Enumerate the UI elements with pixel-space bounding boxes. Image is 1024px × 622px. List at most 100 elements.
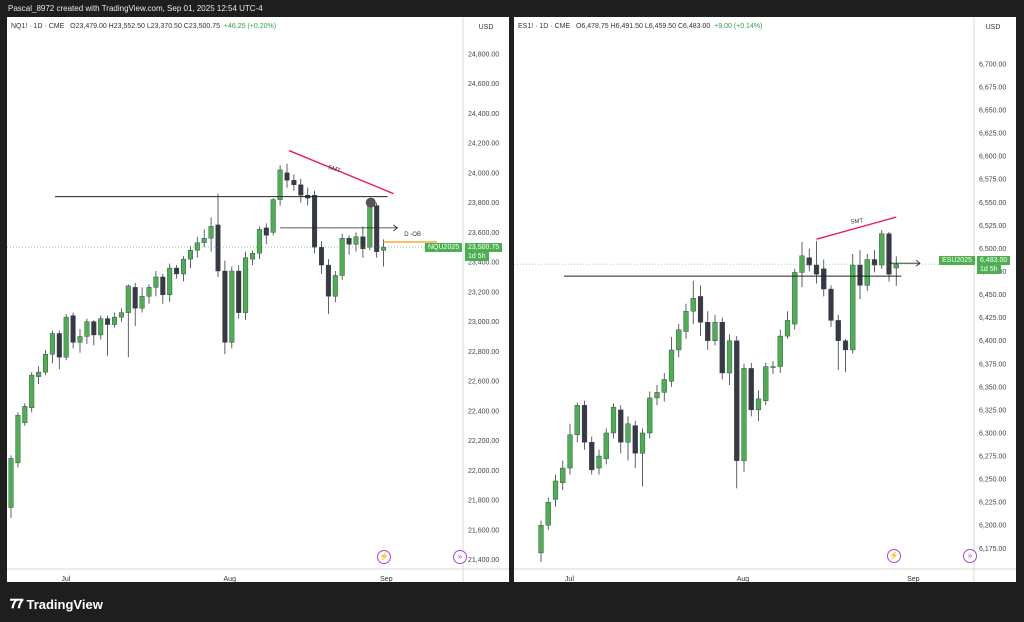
y-tick-label: 24,600.00 <box>468 81 499 88</box>
tradingview-logo-icon: 𝟕𝟕 <box>10 596 24 611</box>
y-tick-label: 23,600.00 <box>468 230 499 237</box>
candle-body <box>581 405 588 443</box>
es-candlestick-chart[interactable]: 6,700.00 6,675.00 6,650.00 6,625.00 6,600.00… <box>514 17 1016 582</box>
nq-chart-panel[interactable]: 24,800.00 24,600.00 24,400.00 24,200.00 24,0… <box>7 17 509 582</box>
candle-body <box>236 270 242 313</box>
candle-body <box>111 316 117 325</box>
x-tick-label: Sep <box>907 576 920 582</box>
y-tick-label: 22,800.00 <box>468 349 499 356</box>
candle-body <box>70 315 76 343</box>
candle-body <box>625 423 631 443</box>
y-tick-label: 21,800.00 <box>468 498 499 505</box>
candle-body <box>828 288 834 321</box>
candle-body <box>654 392 660 399</box>
y-tick-label: 6,300.00 <box>979 430 1006 437</box>
smt-line <box>816 216 897 240</box>
tradingview-footer[interactable]: 𝟕𝟕 TradingView <box>10 596 103 612</box>
candle-body <box>603 432 609 460</box>
candle-body <box>160 276 166 296</box>
nq-change: +46.25 (+0.20%) <box>223 23 277 30</box>
candle-body <box>574 405 580 436</box>
y-tick-label: 6,350.00 <box>979 384 1006 391</box>
y-tick-label: 6,650.00 <box>979 108 1006 115</box>
candle-body <box>661 379 667 393</box>
es-countdown-tag: 1d 5h <box>977 265 1001 274</box>
y-tick-label: 6,400.00 <box>979 338 1006 345</box>
y-tick-label: 6,675.00 <box>979 84 1006 91</box>
y-tick-label: 6,175.00 <box>979 546 1006 553</box>
candle-body <box>118 312 124 318</box>
candle-body <box>777 335 783 367</box>
candle-body <box>683 310 689 332</box>
candle-body <box>668 349 675 382</box>
candle-body <box>618 409 624 443</box>
y-tick-label: 6,225.00 <box>979 500 1006 507</box>
es-price-tag: 6,483.00 <box>977 256 1011 265</box>
candle-body <box>249 252 255 260</box>
es-currency[interactable]: USD <box>985 24 1001 31</box>
es-symbol: ES1! · 1D · CME <box>518 23 571 30</box>
candle-body <box>243 257 249 313</box>
y-tick-label: 6,550.00 <box>979 200 1006 207</box>
y-tick-label: 22,600.00 <box>468 379 499 386</box>
x-tick-label: Aug <box>737 576 750 582</box>
candle-body <box>15 415 21 464</box>
candle-body <box>806 257 812 266</box>
es-legend: ES1! · 1D · CME O6,478.75 H6,491.50 L6,4… <box>518 23 762 30</box>
smt-line <box>288 149 394 195</box>
candle-body <box>705 322 711 341</box>
candle-body <box>741 368 747 461</box>
candle-body <box>367 205 373 248</box>
candle-body <box>589 442 595 471</box>
candle-body <box>256 229 262 254</box>
nq-currency[interactable]: USD <box>478 24 494 31</box>
lightning-icon[interactable]: ⚡ <box>377 550 391 564</box>
candle-body <box>125 285 131 313</box>
y-tick-label: 23,800.00 <box>468 200 499 207</box>
y-tick-label: 6,700.00 <box>979 61 1006 68</box>
candle-body <box>871 259 878 266</box>
candle-body <box>346 238 352 245</box>
candle-body <box>222 270 228 343</box>
candle-body <box>298 184 304 196</box>
candle-body <box>63 316 69 358</box>
lightning-icon[interactable]: ⚡ <box>887 549 901 563</box>
marker-circle <box>365 197 376 208</box>
candle-body <box>105 318 111 325</box>
y-tick-label: 6,600.00 <box>979 154 1006 161</box>
x-tick-label: Aug <box>224 576 237 582</box>
candle-body <box>291 180 297 185</box>
candle-body <box>712 322 718 341</box>
target-arrow-icon <box>915 259 921 267</box>
goto-realtime-icon[interactable]: » <box>453 550 467 564</box>
y-tick-label: 24,800.00 <box>468 51 499 58</box>
candle-body <box>893 263 899 269</box>
candle-body <box>690 298 696 312</box>
candle-body <box>229 270 235 343</box>
candle-body <box>56 333 62 358</box>
candle-body <box>319 247 325 266</box>
y-tick-label: 22,200.00 <box>468 438 499 445</box>
candle-body <box>29 374 35 409</box>
candle-body <box>770 366 776 368</box>
candle-body <box>139 296 145 309</box>
nq-legend: NQ1! · 1D · CME O23,479.00 H23,552.50 L2… <box>11 23 276 30</box>
nq-price-tag: 23,500.75 <box>465 243 503 252</box>
candle-body <box>180 258 186 275</box>
candle-body <box>647 397 653 434</box>
candle-body <box>215 224 221 272</box>
es-chart-panel[interactable]: 6,700.00 6,675.00 6,650.00 6,625.00 6,600.00… <box>514 17 1016 582</box>
y-tick-label: 21,400.00 <box>468 557 499 564</box>
candle-body <box>77 336 83 343</box>
y-tick-label: 21,600.00 <box>468 527 499 534</box>
goto-realtime-icon[interactable]: » <box>963 549 977 563</box>
candle-body <box>560 467 566 484</box>
y-tick-label: 6,325.00 <box>979 407 1006 414</box>
y-tick-label: 6,200.00 <box>979 523 1006 530</box>
candle-body <box>726 340 733 374</box>
es-change: +9.00 (+0.14%) <box>714 23 763 30</box>
candle-body <box>43 354 49 373</box>
candle-body <box>263 227 269 236</box>
nq-candlestick-chart[interactable]: 24,800.00 24,600.00 24,400.00 24,200.00 24,0… <box>7 17 509 582</box>
candle-body <box>842 340 849 351</box>
